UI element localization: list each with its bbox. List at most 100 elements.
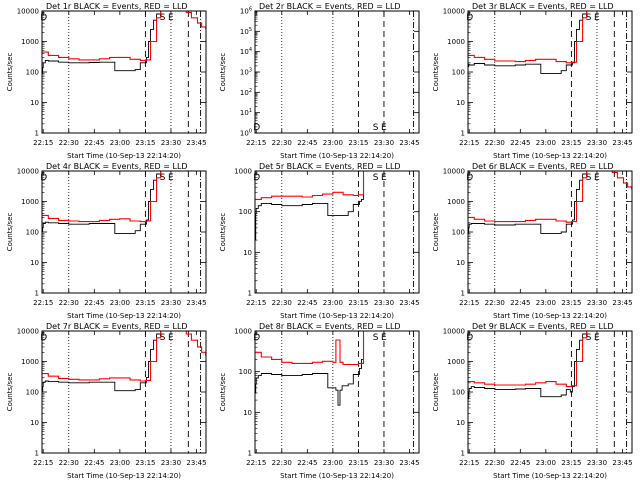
y-axis-label: Counts/sec bbox=[432, 373, 440, 412]
marker-s: S bbox=[586, 13, 592, 23]
y-tick-label: 10000 bbox=[443, 8, 465, 16]
x-tick-label: 23:30 bbox=[161, 139, 181, 147]
series-line-events bbox=[255, 331, 374, 405]
y-axis-label: Counts/sec bbox=[6, 373, 14, 412]
x-tick-label: 22:15 bbox=[459, 459, 479, 467]
marker-e: E bbox=[381, 333, 387, 343]
marker-d: D bbox=[253, 173, 260, 183]
y-tick-label: 1 bbox=[35, 130, 39, 138]
x-tick-label: 23:45 bbox=[186, 459, 206, 467]
x-tick-label: 22:45 bbox=[510, 299, 530, 307]
y-tick-label: 100 bbox=[452, 389, 465, 397]
x-tick-label: 22:45 bbox=[297, 459, 317, 467]
x-tick-label: 22:15 bbox=[459, 139, 479, 147]
marker-s: S bbox=[373, 173, 379, 183]
y-tick-label: 10 bbox=[30, 419, 39, 427]
x-tick-label: 23:30 bbox=[587, 299, 607, 307]
marker-e: E bbox=[381, 123, 387, 133]
y-tick-label: 1000 bbox=[21, 358, 39, 366]
y-axis-label: Counts/sec bbox=[219, 373, 227, 412]
y-tick-label: 10 bbox=[243, 409, 252, 417]
panel-title: Det 5r BLACK = Events, RED = LLD bbox=[259, 162, 401, 171]
x-axis-label: Start Time (10-Sep-13 22:14:20) bbox=[67, 152, 181, 160]
plot-frame bbox=[468, 171, 632, 293]
x-tick-label: 23:00 bbox=[536, 299, 556, 307]
marker-s: S bbox=[160, 333, 166, 343]
x-tick-label: 22:45 bbox=[84, 139, 104, 147]
x-tick-label: 22:30 bbox=[59, 139, 79, 147]
x-tick-label: 23:45 bbox=[186, 139, 206, 147]
x-tick-label: 23:45 bbox=[186, 299, 206, 307]
y-tick-label: 1000 bbox=[21, 198, 39, 206]
x-tick-label: 23:15 bbox=[561, 139, 581, 147]
y-tick-label: 10 bbox=[243, 249, 252, 257]
plot-frame bbox=[42, 331, 206, 453]
x-tick-label: 22:15 bbox=[246, 459, 266, 467]
x-tick-label: 23:00 bbox=[536, 459, 556, 467]
series-line-events bbox=[42, 11, 161, 73]
marker-d: D bbox=[40, 333, 47, 343]
x-axis-label: Start Time (10-Sep-13 22:14:20) bbox=[67, 472, 181, 480]
y-tick-label: 10 bbox=[456, 259, 465, 267]
marker-e: E bbox=[168, 333, 174, 343]
x-tick-label: 22:15 bbox=[246, 139, 266, 147]
x-axis-label: Start Time (10-Sep-13 22:14:20) bbox=[280, 472, 394, 480]
y-axis-label: Counts/sec bbox=[6, 213, 14, 252]
x-tick-label: 22:45 bbox=[297, 139, 317, 147]
y-tick-label: 100 bbox=[240, 129, 252, 138]
x-tick-label: 23:45 bbox=[612, 459, 632, 467]
plot-frame bbox=[255, 331, 419, 453]
plot-frame bbox=[42, 171, 206, 293]
panel-det-7: Det 7r BLACK = Events, RED = LLD Start Ti… bbox=[6, 322, 207, 480]
marker-d: D bbox=[466, 333, 473, 343]
x-tick-label: 23:15 bbox=[348, 459, 368, 467]
series-line-lld bbox=[468, 331, 632, 387]
x-tick-label: 23:00 bbox=[323, 299, 343, 307]
panel-det-5: Det 5r BLACK = Events, RED = LLD Start Ti… bbox=[219, 162, 420, 320]
x-axis-label: Start Time (10-Sep-13 22:14:20) bbox=[280, 152, 394, 160]
panel-title: Det 6r BLACK = Events, RED = LLD bbox=[472, 162, 614, 171]
y-tick-label: 105 bbox=[240, 27, 252, 36]
y-tick-label: 104 bbox=[240, 47, 252, 56]
panel-title: Det 7r BLACK = Events, RED = LLD bbox=[46, 322, 188, 331]
panel-det-4: Det 4r BLACK = Events, RED = LLD Start Ti… bbox=[6, 162, 207, 320]
x-tick-label: 23:30 bbox=[374, 299, 394, 307]
y-tick-label: 10 bbox=[456, 419, 465, 427]
y-tick-label: 1 bbox=[461, 290, 465, 298]
y-axis-label: Counts/sec bbox=[432, 53, 440, 92]
panel-det-2: Det 2r BLACK = Events, RED = LLD Start Ti… bbox=[219, 2, 420, 160]
plot-frame bbox=[42, 11, 206, 133]
series-line-lld bbox=[468, 11, 632, 63]
panel-det-1: Det 1r BLACK = Events, RED = LLD Start Ti… bbox=[6, 2, 207, 160]
marker-d: D bbox=[466, 13, 473, 23]
x-tick-label: 22:15 bbox=[33, 299, 53, 307]
x-tick-label: 22:45 bbox=[84, 299, 104, 307]
marker-e: E bbox=[168, 173, 174, 183]
plot-frame bbox=[468, 11, 632, 133]
x-tick-label: 23:00 bbox=[110, 299, 130, 307]
y-tick-label: 1000 bbox=[447, 38, 465, 46]
series-line-events bbox=[255, 171, 374, 240]
x-tick-label: 23:30 bbox=[161, 459, 181, 467]
x-tick-label: 22:15 bbox=[33, 459, 53, 467]
x-tick-label: 22:30 bbox=[59, 299, 79, 307]
x-tick-label: 22:30 bbox=[485, 459, 505, 467]
y-tick-label: 102 bbox=[240, 88, 252, 97]
y-tick-label: 100 bbox=[26, 389, 39, 397]
y-tick-label: 1000 bbox=[447, 198, 465, 206]
y-tick-label: 1 bbox=[35, 290, 39, 298]
marker-d: D bbox=[40, 13, 47, 23]
y-axis-label: Counts/sec bbox=[432, 213, 440, 252]
y-tick-label: 103 bbox=[240, 68, 252, 77]
y-tick-label: 100 bbox=[452, 229, 465, 237]
y-axis-label: Counts/sec bbox=[6, 53, 14, 92]
x-tick-label: 23:15 bbox=[348, 299, 368, 307]
y-tick-label: 10 bbox=[30, 259, 39, 267]
x-tick-label: 22:15 bbox=[33, 139, 53, 147]
panel-det-9: Det 9r BLACK = Events, RED = LLD Start Ti… bbox=[432, 322, 633, 480]
x-tick-label: 23:00 bbox=[110, 139, 130, 147]
x-tick-label: 23:00 bbox=[536, 139, 556, 147]
x-tick-label: 23:15 bbox=[348, 139, 368, 147]
marker-s: S bbox=[160, 13, 166, 23]
series-line-events bbox=[42, 331, 161, 392]
